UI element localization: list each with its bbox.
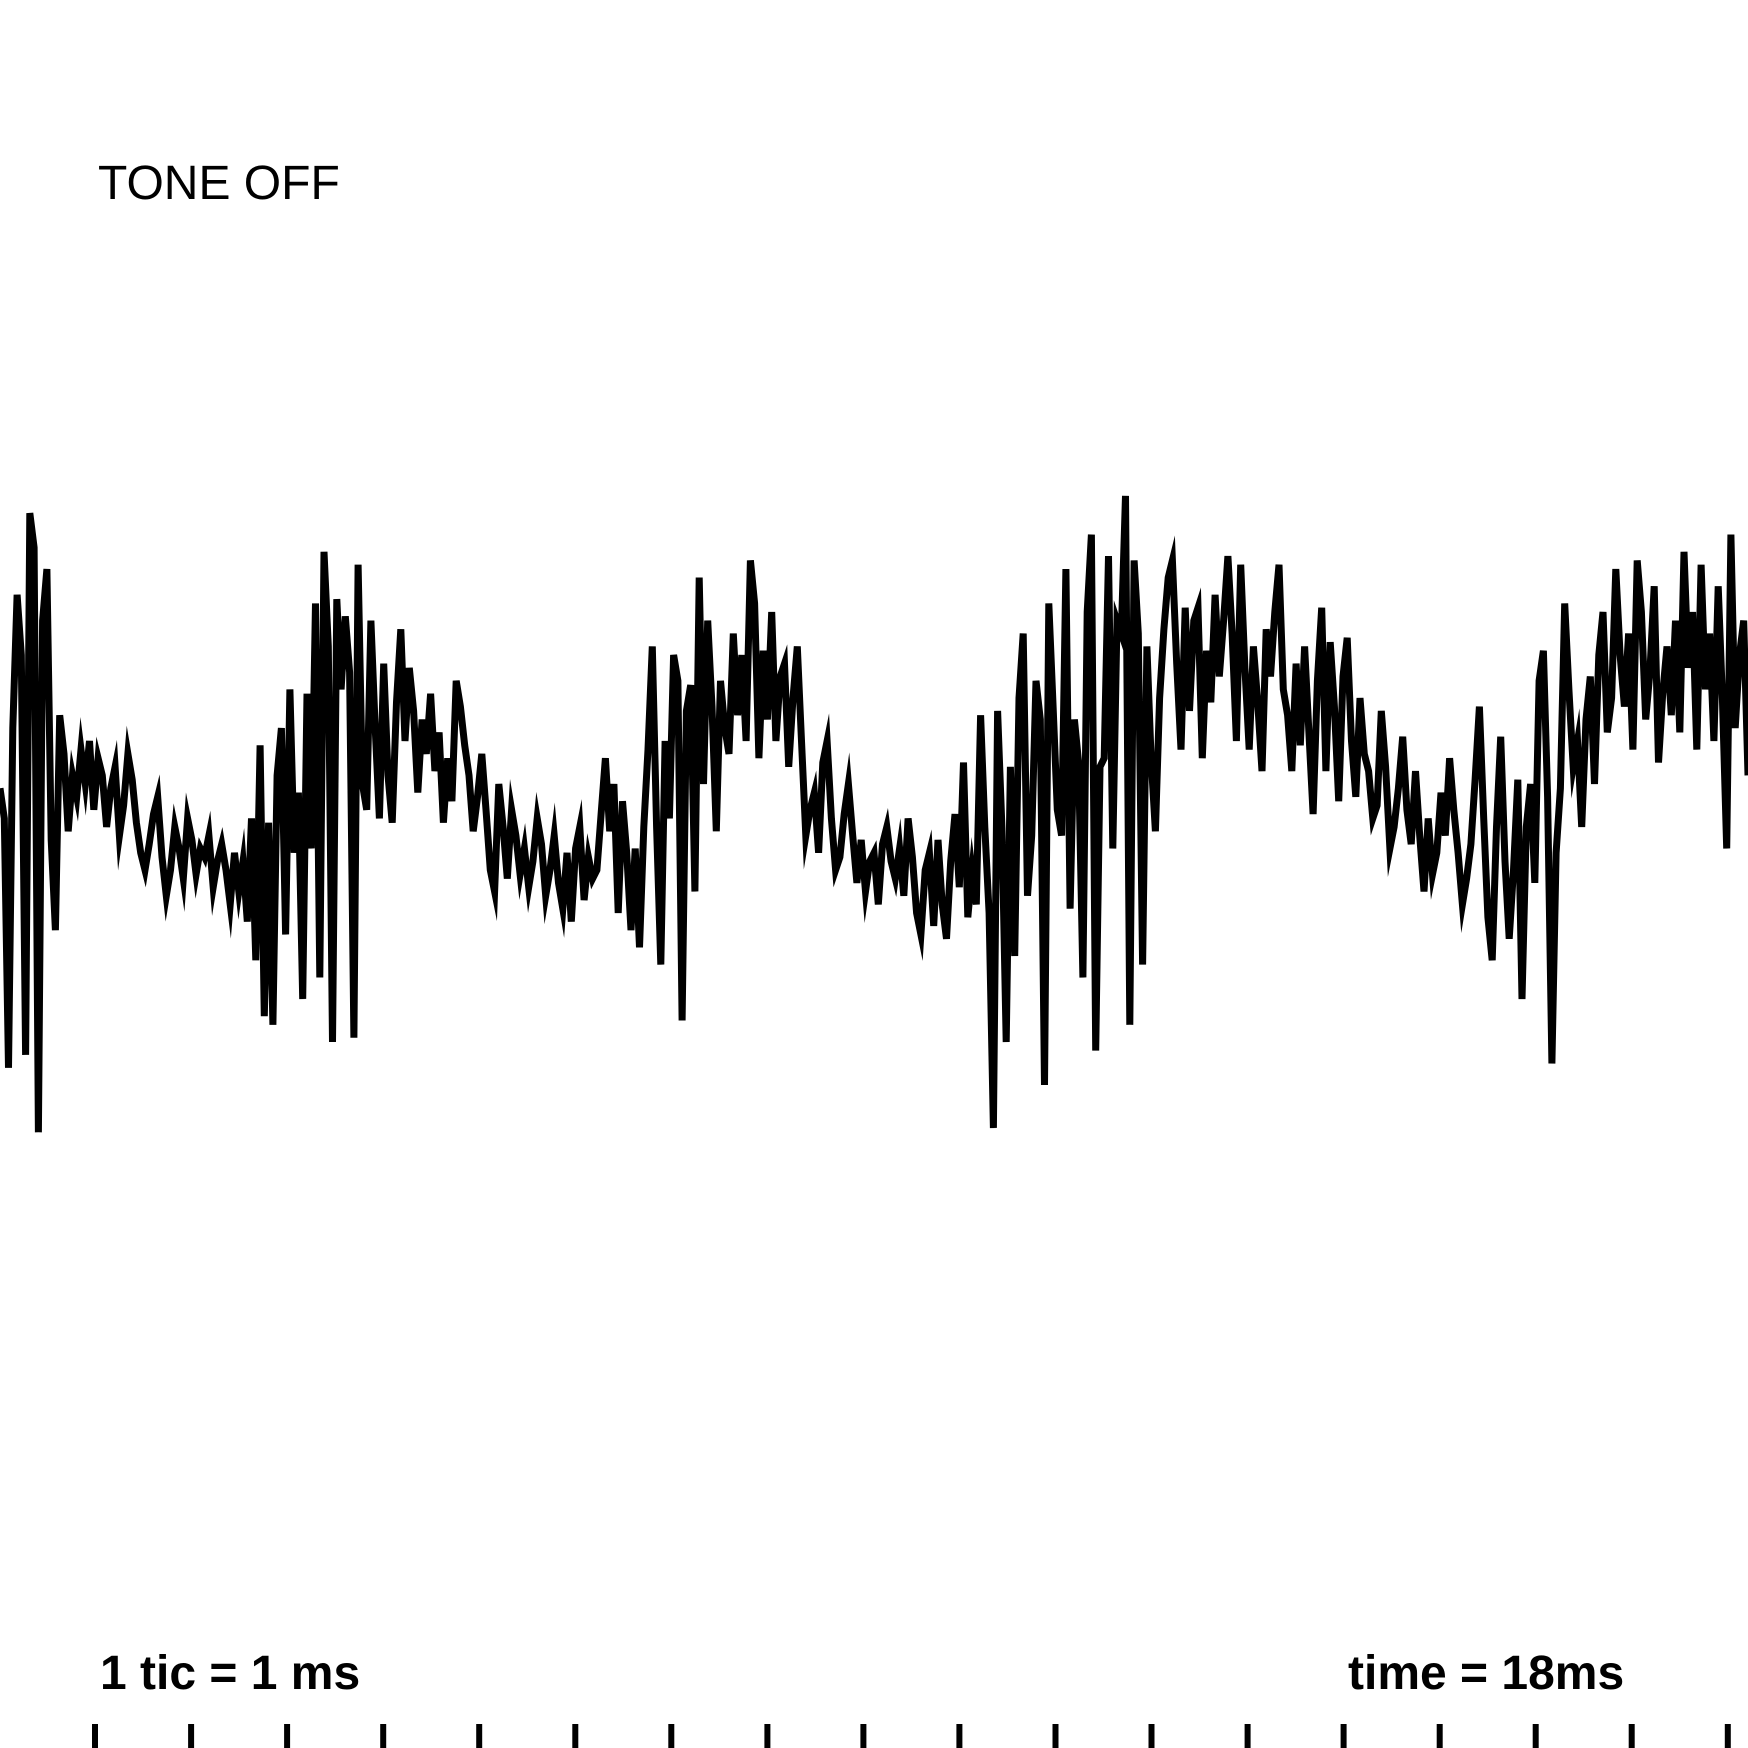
tone-status-label: TONE OFF xyxy=(98,157,340,210)
time-axis-ticks xyxy=(92,1724,1731,1748)
signal-trace-line xyxy=(0,495,1748,1133)
elapsed-time-label: time = 18ms xyxy=(1348,1647,1625,1700)
tick-scale-label: 1 tic = 1 ms xyxy=(100,1647,361,1700)
